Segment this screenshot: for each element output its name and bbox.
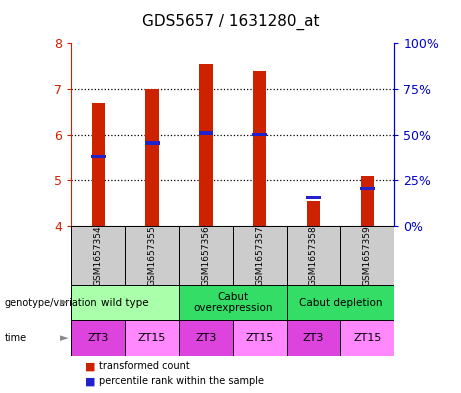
Text: ►: ►: [60, 298, 68, 308]
Text: GSM1657354: GSM1657354: [94, 225, 103, 286]
Bar: [199, 131, 213, 135]
Bar: [71, 226, 125, 285]
Text: ZT15: ZT15: [138, 333, 166, 343]
Text: ZT3: ZT3: [303, 333, 324, 343]
Bar: [91, 155, 106, 158]
Bar: [340, 226, 394, 285]
Text: GSM1657355: GSM1657355: [148, 225, 157, 286]
Bar: [252, 133, 267, 136]
Text: percentile rank within the sample: percentile rank within the sample: [99, 376, 264, 386]
Text: GDS5657 / 1631280_at: GDS5657 / 1631280_at: [142, 14, 319, 30]
Text: time: time: [5, 333, 27, 343]
Bar: [199, 64, 213, 226]
Text: Cabut
overexpression: Cabut overexpression: [193, 292, 272, 313]
Bar: [145, 141, 160, 145]
Bar: [233, 226, 287, 285]
Bar: [306, 196, 321, 200]
Text: GSM1657356: GSM1657356: [201, 225, 210, 286]
Text: ZT3: ZT3: [88, 333, 109, 343]
Bar: [253, 71, 266, 226]
Bar: [307, 201, 320, 226]
Bar: [71, 320, 125, 356]
Bar: [287, 320, 340, 356]
Text: wild type: wild type: [101, 298, 149, 308]
Bar: [125, 320, 179, 356]
Text: ZT3: ZT3: [195, 333, 217, 343]
Bar: [340, 320, 394, 356]
Text: Cabut depletion: Cabut depletion: [299, 298, 382, 308]
Bar: [361, 176, 374, 226]
Text: genotype/variation: genotype/variation: [5, 298, 97, 308]
Bar: [179, 320, 233, 356]
Bar: [92, 103, 105, 226]
Text: ZT15: ZT15: [353, 333, 381, 343]
Bar: [287, 226, 340, 285]
Bar: [179, 226, 233, 285]
Text: ZT15: ZT15: [246, 333, 274, 343]
Bar: [179, 285, 287, 320]
Text: GSM1657358: GSM1657358: [309, 225, 318, 286]
Bar: [145, 89, 159, 226]
Text: transformed count: transformed count: [99, 361, 190, 371]
Text: ►: ►: [60, 333, 68, 343]
Text: GSM1657357: GSM1657357: [255, 225, 264, 286]
Bar: [71, 285, 179, 320]
Text: ■: ■: [85, 376, 96, 386]
Bar: [125, 226, 179, 285]
Bar: [360, 187, 375, 190]
Text: ■: ■: [85, 361, 96, 371]
Text: GSM1657359: GSM1657359: [363, 225, 372, 286]
Bar: [287, 285, 394, 320]
Bar: [233, 320, 287, 356]
